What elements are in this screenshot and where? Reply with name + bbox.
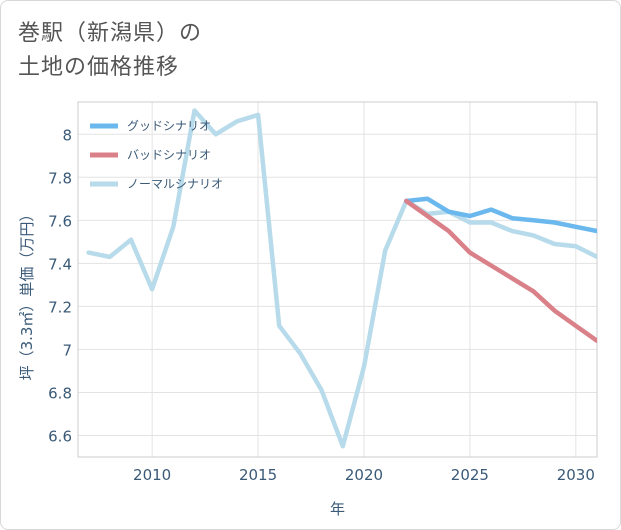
- legend-item[interactable]: グッドシナリオ: [90, 119, 211, 133]
- x-tick-label: 2025: [451, 466, 489, 484]
- series-line-0: [404, 196, 597, 234]
- title-line-2: 土地の価格推移: [18, 55, 180, 80]
- legend-item[interactable]: ノーマルシナリオ: [90, 177, 223, 191]
- legend-label: ノーマルシナリオ: [127, 177, 223, 191]
- series-lines: [86, 108, 597, 449]
- series-line-1: [404, 198, 597, 344]
- grid: [78, 102, 597, 457]
- legend-label: バッドシナリオ: [127, 148, 211, 162]
- x-axis-label: 年: [330, 500, 345, 518]
- series-line-2: [86, 108, 597, 449]
- y-tick-labels: 6.6 6.8 7 7.2 7.4 7.6 7.8 8: [48, 126, 72, 445]
- y-tick-label: 7.2: [48, 298, 72, 316]
- title-line-1: 巻駅（新潟県）の: [18, 21, 203, 46]
- x-tick-label: 2030: [557, 466, 595, 484]
- legend-item[interactable]: バッドシナリオ: [90, 148, 211, 162]
- y-tick-label: 8: [62, 126, 72, 144]
- y-tick-label: 7.8: [48, 169, 72, 187]
- y-tick-label: 7: [62, 341, 72, 359]
- y-tick-label: 6.8: [48, 384, 72, 402]
- plot-frame: [77, 101, 598, 458]
- x-tick-label: 2015: [239, 466, 277, 484]
- y-tick-label: 7.6: [48, 212, 72, 230]
- x-tick-labels: 2010 2015 2020 2025 2030: [133, 466, 595, 484]
- x-tick-label: 2020: [345, 466, 383, 484]
- y-tick-label: 7.4: [48, 255, 72, 273]
- chart-title: 巻駅（新潟県）の 土地の価格推移: [18, 17, 202, 85]
- legend-label: グッドシナリオ: [127, 119, 211, 133]
- x-tick-label: 2010: [133, 466, 171, 484]
- y-tick-label: 6.6: [48, 427, 72, 445]
- y-axis-label: 坪（3.3㎡）単価（万円）: [18, 207, 36, 381]
